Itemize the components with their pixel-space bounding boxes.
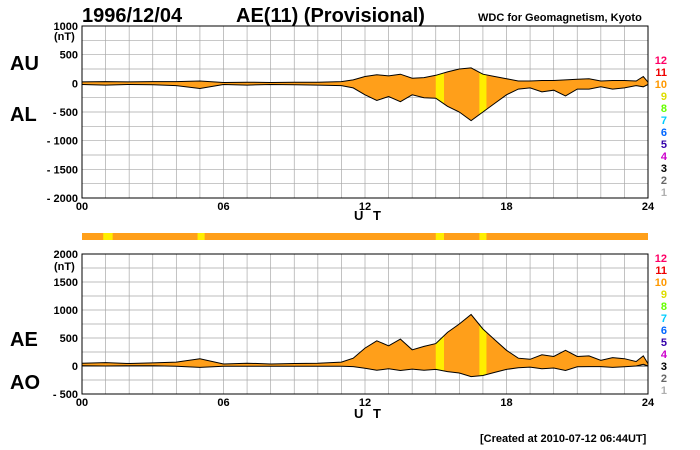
upper-x-tick-labels: 00 06 12 18 24	[76, 201, 655, 213]
envelope-area	[82, 314, 648, 377]
strip-highlights	[103, 233, 487, 240]
station-scale-label: 6	[661, 325, 667, 337]
lower-y-tick-labels: 2000 1500 1000 500 0 - 500	[53, 249, 78, 401]
y-tick-label: 1000	[54, 21, 78, 33]
source-label: WDC for Geomagnetism, Kyoto	[478, 12, 642, 24]
x-tick-label: 18	[500, 201, 512, 213]
y-tick-label: 0	[72, 78, 78, 90]
lower-x-tick-labels: 00 06 12 18 24	[76, 397, 655, 409]
station-scale-label: 10	[655, 79, 667, 91]
station-scale-label: 5	[661, 139, 667, 151]
station-scale-label: 11	[655, 67, 667, 79]
station-count-strip	[82, 233, 648, 240]
highlight-band	[479, 67, 487, 121]
x-tick-label: 06	[217, 397, 229, 409]
x-tick-label: 00	[76, 397, 88, 409]
station-scale-label: 4	[661, 151, 668, 163]
station-scale-label: 9	[661, 289, 667, 301]
station-scale-label: 1	[661, 385, 667, 397]
al-series-label: AL	[10, 104, 37, 126]
y-tick-label: 1500	[54, 277, 78, 289]
station-scale-label: 12	[655, 55, 667, 67]
y-tick-label: - 2000	[47, 193, 78, 205]
station-scale-label: 7	[661, 115, 667, 127]
strip-highlight	[479, 233, 487, 240]
station-scale-label: 2	[661, 175, 667, 187]
y-tick-label: - 1000	[47, 136, 78, 148]
y-tick-label: 1000	[54, 305, 78, 317]
lower-frame	[81, 253, 649, 395]
series-line-al	[81, 83, 649, 122]
upper-series-lines	[81, 67, 649, 122]
station-scale-label: 8	[661, 301, 667, 313]
lower-x-axis-label: U T	[354, 406, 384, 421]
station-scale-label: 9	[661, 91, 667, 103]
ao-series-label: AO	[10, 372, 40, 394]
station-scale-label: 3	[661, 361, 667, 373]
x-tick-label: 06	[217, 201, 229, 213]
x-tick-label: 24	[642, 397, 655, 409]
station-scale-label: 5	[661, 337, 667, 349]
series-line-ae	[81, 313, 649, 365]
lower-series-lines	[81, 313, 649, 378]
upper-y-unit: (nT)	[54, 31, 75, 43]
y-tick-label: 2000	[54, 249, 78, 261]
upper-y-tick-labels: 1000 500 0 - 500 - 1000 - 1500 - 2000	[47, 21, 78, 205]
x-tick-label: 24	[642, 201, 655, 213]
strip-highlight	[435, 233, 445, 240]
strip-highlight	[197, 233, 205, 240]
station-scale-label: 1	[661, 187, 667, 199]
created-timestamp: [Created at 2010-07-12 06:44UT]	[480, 433, 647, 445]
ae-ao-panel: 2000 1500 1000 500 0 - 500 00 06 12 18 24 (nT) AE…	[10, 249, 655, 421]
au-series-label: AU	[10, 53, 39, 75]
station-scale-label: 7	[661, 313, 667, 325]
station-scale-label: 12	[655, 253, 667, 265]
y-tick-label: 500	[60, 333, 78, 345]
y-tick-label: 500	[60, 50, 78, 62]
station-scale-label: 6	[661, 127, 667, 139]
y-tick-label: - 500	[53, 389, 78, 401]
upper-x-axis-label: U T	[354, 208, 384, 223]
station-scale-label: 8	[661, 103, 667, 115]
series-line-ao	[81, 363, 649, 378]
x-tick-label: 12	[359, 397, 371, 409]
upper-grid	[82, 26, 648, 198]
lower-fill	[82, 314, 648, 377]
station-scale-label: 10	[655, 277, 667, 289]
highlight-band	[435, 314, 445, 377]
highlight-band	[435, 67, 445, 121]
upper-frame	[81, 25, 649, 199]
date-title: 1996/12/04	[82, 5, 183, 27]
strip-base	[82, 233, 648, 240]
x-tick-label: 18	[500, 397, 512, 409]
station-scale-label: 3	[661, 163, 667, 175]
index-title: AE(11) (Provisional)	[236, 5, 425, 27]
x-tick-label: 00	[76, 201, 88, 213]
y-tick-label: 0	[72, 361, 78, 373]
station-scale-label: 11	[655, 265, 667, 277]
y-tick-label: - 1500	[47, 164, 78, 176]
ae-series-label: AE	[10, 329, 38, 351]
au-al-panel: 1000 500 0 - 500 - 1000 - 1500 - 2000 00 06 12 18…	[10, 21, 655, 223]
station-scale-label: 2	[661, 373, 667, 385]
y-tick-label: - 500	[53, 107, 78, 119]
highlight-band	[479, 314, 487, 377]
strip-highlight	[103, 233, 113, 240]
lower-y-unit: (nT)	[54, 261, 75, 273]
station-scale-label: 4	[661, 349, 668, 361]
series-line-au	[81, 67, 649, 84]
lower-grid	[82, 254, 648, 394]
x-tick-label: 12	[359, 201, 371, 213]
